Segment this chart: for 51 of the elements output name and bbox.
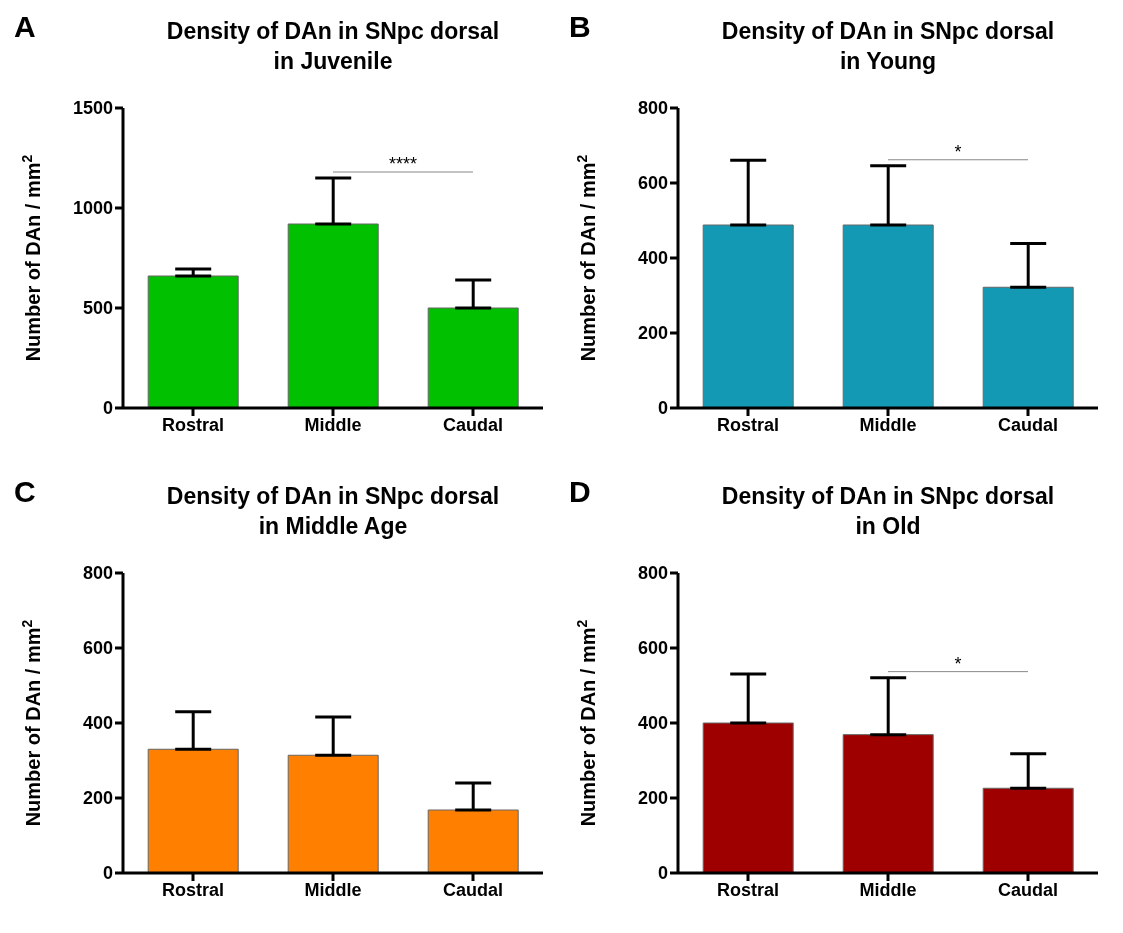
y-tick-label: 0 — [657, 863, 668, 884]
x-tick-label: Middle — [859, 414, 917, 435]
x-tick-label: Rostral — [716, 879, 780, 900]
annotation: * — [954, 141, 962, 162]
x-tick-label: Caudal — [442, 879, 504, 900]
y-tick-label: 800 — [82, 563, 113, 584]
y-tick-label: 600 — [637, 173, 668, 194]
text: B — [569, 10, 591, 44]
y-tick-label: 1000 — [72, 198, 113, 219]
bar — [702, 722, 794, 873]
y-tick-label: 600 — [637, 638, 668, 659]
bar — [287, 754, 379, 873]
x-tick-label: Middle — [304, 414, 362, 435]
bar — [147, 275, 239, 408]
y-tick-label: 0 — [102, 398, 113, 419]
y-tick-label: 600 — [82, 638, 113, 659]
annotation: * — [954, 653, 962, 674]
y-tick-label: 800 — [637, 98, 668, 119]
chart-title: Density of DAn in SNpc dorsal in Middle Age — [165, 482, 501, 541]
x-tick-label: Rostral — [161, 414, 225, 435]
y-tick-label: 800 — [637, 563, 668, 584]
bar — [842, 734, 934, 873]
x-tick-label: Rostral — [716, 414, 780, 435]
text: D — [569, 475, 591, 509]
bar — [287, 223, 379, 408]
y-tick-label: 200 — [82, 788, 113, 809]
x-tick-label: Caudal — [997, 414, 1059, 435]
x-tick-label: Rostral — [161, 879, 225, 900]
y-tick-label: 1500 — [72, 98, 113, 119]
x-tick-label: Caudal — [442, 414, 504, 435]
chart-title: Density of DAn in SNpc dorsal in Juvenile — [165, 17, 501, 76]
text: C — [14, 475, 36, 509]
bar — [147, 748, 239, 873]
y-tick-label: 200 — [637, 323, 668, 344]
y-tick-label: 500 — [82, 298, 113, 319]
bar — [427, 809, 519, 873]
y-tick-label: 200 — [637, 788, 668, 809]
x-tick-label: Caudal — [997, 879, 1059, 900]
x-tick-label: Middle — [859, 879, 917, 900]
chart-title: Density of DAn in SNpc dorsal in Old — [720, 482, 1056, 541]
annotation: **** — [388, 154, 418, 174]
y-tick-label: 400 — [82, 713, 113, 734]
x-tick-label: Middle — [304, 879, 362, 900]
y-tick-label: 400 — [637, 713, 668, 734]
chart-title: Density of DAn in SNpc dorsal in Young — [720, 17, 1056, 76]
bar — [982, 787, 1074, 873]
y-tick-label: 400 — [637, 248, 668, 269]
y-tick-label: 0 — [657, 398, 668, 419]
y-tick-label: 0 — [102, 863, 113, 884]
bar — [427, 307, 519, 408]
text: A — [14, 10, 36, 44]
